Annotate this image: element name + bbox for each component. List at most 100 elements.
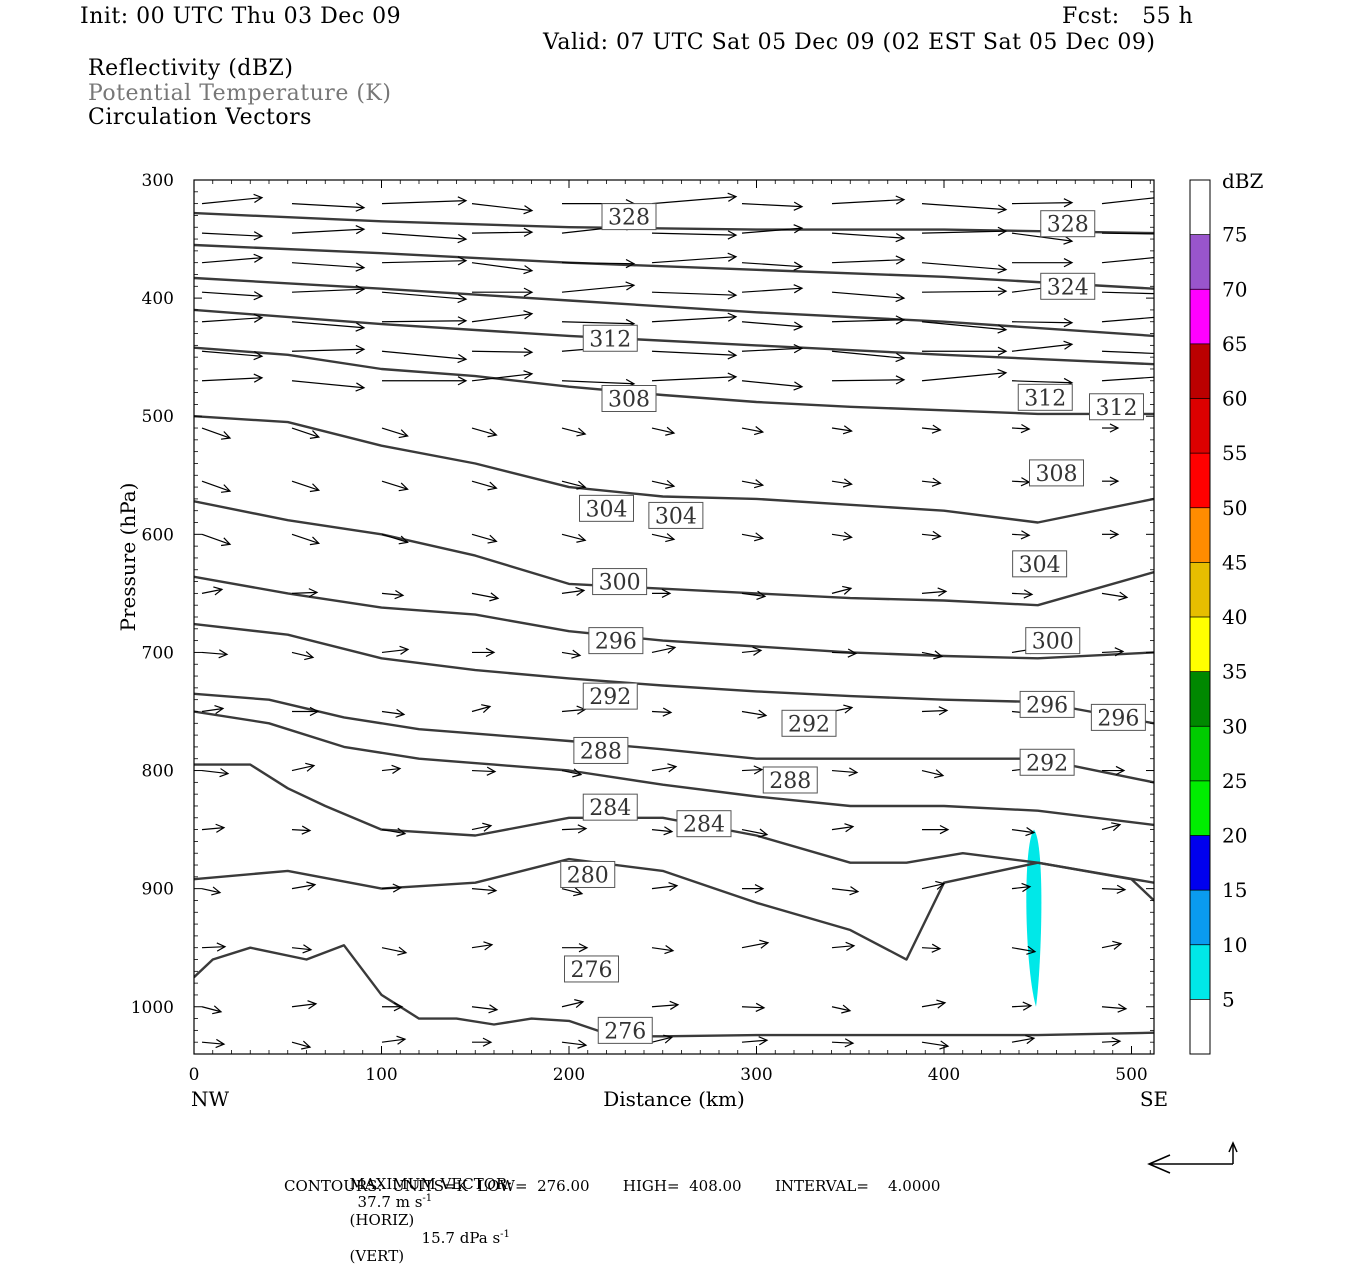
contour-label-box	[588, 627, 644, 655]
circulation-vector	[651, 232, 737, 236]
isentrope-316	[194, 308, 1154, 366]
circulation-vector-head	[523, 287, 534, 297]
max-vector-label: MAXIMUM VECTOR:	[349, 1175, 513, 1193]
circulation-vector-head	[355, 382, 366, 392]
circulation-vector	[651, 710, 672, 714]
circulation-vector	[1101, 232, 1154, 235]
circulation-vector	[921, 427, 941, 431]
circulation-vector-head	[215, 823, 226, 833]
circulation-vector	[471, 350, 533, 353]
circulation-vector-head	[1166, 372, 1174, 380]
x-tick-label: 400	[928, 1065, 960, 1085]
circulation-vector-head	[931, 943, 942, 953]
circulation-vector-head	[997, 346, 1008, 356]
circulation-vector-head	[1111, 1037, 1122, 1047]
circulation-vector	[1011, 1005, 1032, 1008]
circulation-vector-head	[793, 224, 804, 234]
circulation-vector	[471, 944, 493, 949]
colorbar-tick-label: 70	[1222, 277, 1247, 301]
contour-label-box	[1025, 627, 1081, 655]
circulation-vector	[381, 648, 409, 654]
circulation-vector-head	[253, 351, 264, 361]
contour-label-box	[560, 860, 616, 888]
circulation-vector-head	[355, 322, 366, 332]
circulation-vector	[651, 350, 737, 356]
contour-label: 308	[1036, 462, 1078, 487]
colorbar-segment	[1190, 671, 1210, 727]
circulation-vector-head	[895, 255, 906, 265]
field-reflectivity: Reflectivity (dBZ)	[88, 56, 294, 81]
isentrope-304	[194, 500, 1154, 607]
contour-label-box	[781, 709, 837, 737]
circulation-vector-head	[574, 999, 585, 1009]
circulation-vector	[381, 592, 404, 596]
contour-label: 296	[1026, 693, 1068, 718]
contour-label: 296	[1097, 706, 1139, 731]
circulation-vector	[1101, 316, 1154, 323]
circulation-vector-head	[758, 828, 769, 838]
circulation-vector-head	[355, 344, 366, 355]
circulation-vector-head	[669, 1000, 680, 1010]
colorbar-segment	[1190, 289, 1210, 344]
circulation-vector-head	[482, 822, 493, 832]
circulation-vector-head	[895, 292, 906, 303]
colorbar-unit: dBZ	[1222, 169, 1264, 193]
circulation-vector-head	[1166, 312, 1174, 320]
y-tick-label: 700	[142, 643, 174, 663]
circulation-vector	[831, 945, 855, 949]
colorbar-segment	[1190, 453, 1210, 508]
circulation-vector-head	[485, 647, 496, 658]
colorbar-tick-label: 20	[1222, 824, 1247, 848]
circulation-vector	[921, 290, 1007, 293]
circulation-vector	[561, 427, 586, 435]
circulation-vector	[831, 533, 852, 538]
circulation-vector	[561, 1041, 587, 1046]
circulation-vector-head	[307, 1000, 318, 1010]
circulation-vector	[201, 588, 223, 594]
contour-label: 304	[1019, 553, 1061, 578]
circulation-vector	[381, 887, 402, 890]
contour-label: 292	[589, 685, 631, 710]
circulation-vector	[831, 427, 852, 432]
circulation-vector	[1011, 202, 1073, 205]
circulation-vector-head	[457, 196, 468, 206]
circulation-vector	[741, 942, 769, 949]
circulation-vector-head	[571, 649, 582, 659]
circulation-vector	[381, 947, 407, 954]
circulation-vector-head	[752, 646, 763, 656]
contour-label: 328	[608, 206, 650, 231]
circulation-vector	[921, 1041, 949, 1047]
circulation-vector	[831, 291, 905, 299]
circulation-vector	[921, 533, 941, 537]
circulation-vector-head	[1025, 826, 1036, 837]
contour-label-box	[648, 501, 704, 529]
circulation-vector	[741, 480, 763, 486]
circulation-vector-head	[220, 484, 232, 493]
contour-label-box	[676, 810, 732, 838]
colorbar-tick-label: 40	[1222, 605, 1247, 629]
y-tick-label: 500	[142, 407, 174, 427]
contour-label: 284	[683, 813, 725, 838]
circulation-vector	[201, 1041, 225, 1045]
circulation-vector	[921, 651, 943, 658]
circulation-vector-head	[309, 706, 320, 717]
circulation-vector-head	[931, 530, 942, 541]
circulation-vector	[651, 533, 675, 540]
circulation-vector-head	[391, 764, 402, 774]
contour-label: 292	[1026, 751, 1068, 776]
circulation-vector-head	[665, 533, 676, 543]
circulation-vector	[291, 764, 315, 772]
circulation-vector-head	[727, 230, 738, 240]
circulation-vector-head	[1166, 192, 1174, 200]
circulation-vector	[921, 590, 947, 594]
colorbar-segment	[1190, 780, 1210, 836]
vert-unit-exponent: -1	[500, 1229, 510, 1240]
circulation-vector-head	[219, 768, 230, 778]
circulation-vector	[291, 947, 312, 951]
circulation-vector	[381, 767, 401, 772]
circulation-vector	[291, 427, 319, 438]
circulation-vector-head	[309, 430, 321, 439]
circulation-vector	[561, 651, 581, 657]
circulation-vector	[831, 1041, 854, 1044]
x-tick-label: 500	[1115, 1065, 1147, 1085]
